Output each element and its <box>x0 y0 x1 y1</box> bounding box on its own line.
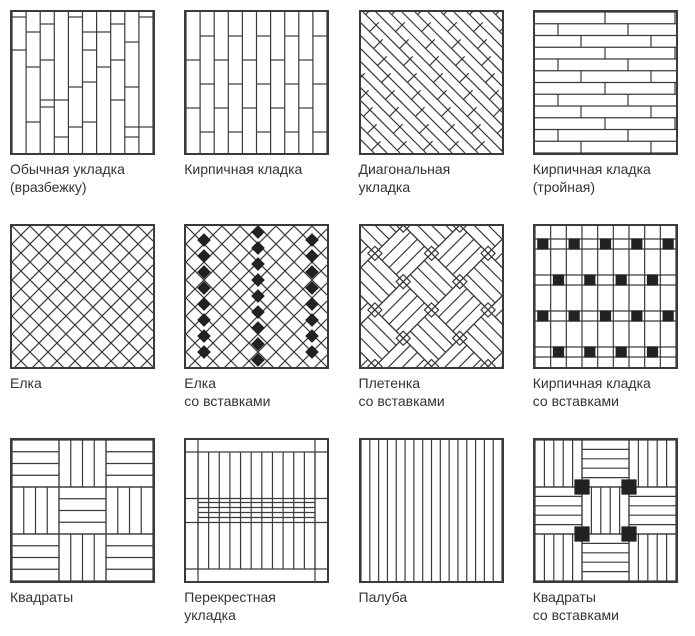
pattern-elka-ins: Елка со вставками <box>184 224 336 410</box>
pattern-tile-kirpich-ins <box>533 224 678 369</box>
pattern-tile-perekrest <box>184 438 329 583</box>
pattern-label: Диагональная укладка <box>359 161 511 196</box>
pattern-label: Елка со вставками <box>184 375 336 410</box>
pattern-tile-kvadraty <box>10 438 155 583</box>
pattern-label: Кирпичная кладка <box>184 161 336 179</box>
pattern-kirpich3: Кирпичная кладка (тройная) <box>533 10 685 196</box>
pattern-kvadraty: Квадраты <box>10 438 162 624</box>
pattern-tile-elka <box>10 224 155 369</box>
pattern-paluba: Палуба <box>359 438 511 624</box>
pattern-label: Палуба <box>359 589 511 607</box>
pattern-diag: Диагональная укладка <box>359 10 511 196</box>
pattern-kvadraty-ins: Квадраты со вставками <box>533 438 685 624</box>
pattern-tile-kvadraty-ins <box>533 438 678 583</box>
pattern-pletenka: Плетенка со вставками <box>359 224 511 410</box>
pattern-tile-pletenka <box>359 224 504 369</box>
pattern-tile-obychnaya <box>10 10 155 155</box>
pattern-tile-diag <box>359 10 504 155</box>
pattern-label: Квадраты со вставками <box>533 589 685 624</box>
pattern-label: Квадраты <box>10 589 162 607</box>
pattern-label: Обычная укладка (вразбежку) <box>10 161 162 196</box>
pattern-tile-elka-ins <box>184 224 329 369</box>
pattern-kirpich-ins: Кирпичная кладка со вставками <box>533 224 685 410</box>
pattern-label: Перекрестная укладка <box>184 589 336 624</box>
pattern-kirpich: Кирпичная кладка <box>184 10 336 196</box>
pattern-obychnaya: Обычная укладка (вразбежку) <box>10 10 162 196</box>
pattern-tile-kirpich <box>184 10 329 155</box>
pattern-label: Плетенка со вставками <box>359 375 511 410</box>
pattern-label: Елка <box>10 375 162 393</box>
pattern-label: Кирпичная кладка (тройная) <box>533 161 685 196</box>
pattern-perekrest: Перекрестная укладка <box>184 438 336 624</box>
pattern-tile-kirpich3 <box>533 10 678 155</box>
pattern-elka: Елка <box>10 224 162 410</box>
pattern-label: Кирпичная кладка со вставками <box>533 375 685 410</box>
pattern-tile-paluba <box>359 438 504 583</box>
